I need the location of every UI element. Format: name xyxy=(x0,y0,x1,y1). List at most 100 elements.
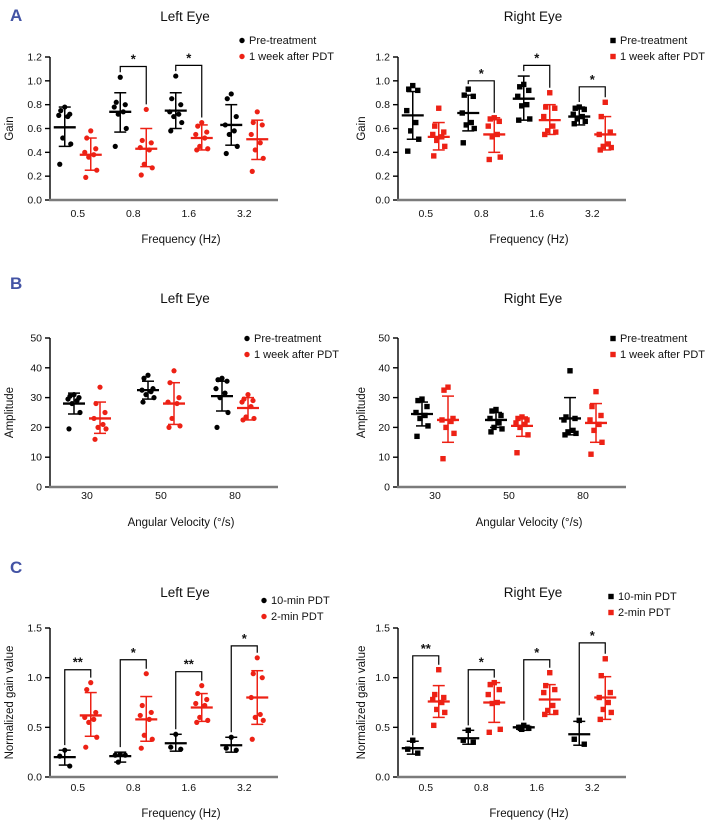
data-point xyxy=(543,682,549,689)
y-tick-label: 0.0 xyxy=(375,772,390,784)
y-tick-label: 10 xyxy=(378,452,390,464)
data-point xyxy=(224,96,230,102)
data-point xyxy=(496,118,502,125)
data-point xyxy=(259,675,265,681)
panel-a-right-eye-chart: Right Eye 0.0 0.2 0.4 0.6 0.8 1.0 1.2 Gain 0.5 0.8… xyxy=(356,9,705,246)
error-bar xyxy=(220,103,243,146)
data-point xyxy=(451,430,457,437)
data-point xyxy=(204,696,210,703)
data-point xyxy=(598,412,604,419)
data-point xyxy=(257,711,263,718)
data-point xyxy=(92,436,98,442)
data-point xyxy=(460,737,466,743)
error-bar xyxy=(246,119,269,161)
x-tick-label: 50 xyxy=(503,490,515,502)
data-point xyxy=(145,372,151,378)
significance-bracket xyxy=(230,645,258,733)
data-point xyxy=(139,702,145,709)
error-bar xyxy=(512,724,535,732)
panel-b-left-eye-chart: Left Eye 0 10 20 30 40 50 Amplitude 30 50 80 Angula… xyxy=(4,291,339,529)
data-point xyxy=(408,128,414,134)
data-point xyxy=(550,123,556,129)
data-point xyxy=(168,128,174,134)
error-bar xyxy=(585,402,607,444)
data-point xyxy=(561,417,567,423)
significance-label: * xyxy=(242,631,248,646)
panel-b-right-eye-chart: Right Eye 0 10 20 30 40 50 Amplitude 30 50 80 Angul… xyxy=(356,291,705,529)
data-point xyxy=(430,696,436,703)
significance-label: * xyxy=(534,50,540,65)
significance-bracket xyxy=(119,65,147,105)
data-point xyxy=(257,140,263,146)
y-tick-label: 0.0 xyxy=(375,195,390,207)
error-bar xyxy=(79,691,102,738)
error-bar xyxy=(79,137,102,171)
y-tick-label: 0.2 xyxy=(375,171,390,183)
data-point xyxy=(94,734,100,740)
data-point xyxy=(138,172,144,178)
circle-marker-icon xyxy=(261,597,267,604)
data-point xyxy=(440,455,446,462)
error-bar xyxy=(437,395,459,444)
data-point xyxy=(117,74,123,80)
data-point xyxy=(112,143,118,149)
error-bar xyxy=(538,683,561,716)
significance-label: ** xyxy=(184,657,195,672)
data-point xyxy=(102,409,108,416)
error-bar xyxy=(411,401,433,427)
data-point xyxy=(517,84,523,90)
data-point xyxy=(527,116,533,122)
data-point xyxy=(436,105,442,111)
y-tick-label: 0.8 xyxy=(27,99,42,111)
data-point xyxy=(545,128,551,134)
error-bar xyxy=(485,411,507,429)
error-bar xyxy=(164,92,187,130)
chart-title: Right Eye xyxy=(504,291,563,306)
data-point xyxy=(249,736,255,742)
significance-bracket xyxy=(467,669,495,726)
x-tick-label: 30 xyxy=(429,490,441,502)
data-point xyxy=(67,763,73,769)
data-point xyxy=(596,421,602,428)
significance-bracket xyxy=(175,64,203,118)
chart-title: Left Eye xyxy=(160,291,210,306)
data-point xyxy=(489,408,495,414)
data-point xyxy=(552,105,558,111)
data-point xyxy=(582,118,588,125)
error-bar xyxy=(190,124,213,151)
data-point xyxy=(430,131,436,138)
panel-c-right-eye-chart: Right Eye 0.0 0.5 1.0 1.5 Normalized gain val… xyxy=(356,585,677,820)
data-point xyxy=(113,99,119,105)
data-point xyxy=(434,706,440,713)
y-tick-label: 0.4 xyxy=(375,147,390,159)
significance-label: * xyxy=(534,645,540,660)
data-point xyxy=(485,123,491,129)
data-point xyxy=(499,426,505,432)
data-point xyxy=(470,93,476,100)
data-point xyxy=(589,403,595,410)
data-point xyxy=(517,424,523,431)
data-point xyxy=(588,451,594,457)
x-tick-label: 50 xyxy=(155,490,167,502)
data-point xyxy=(515,415,521,422)
error-bar xyxy=(594,115,617,151)
data-point xyxy=(486,729,492,735)
chart-title: Left Eye xyxy=(160,9,210,24)
data-point xyxy=(576,717,582,724)
x-tick-label: 1.6 xyxy=(181,208,196,220)
legend-item: 1 week after PDT xyxy=(620,349,705,361)
data-point xyxy=(485,691,491,698)
data-point xyxy=(74,397,80,404)
data-point xyxy=(260,717,266,723)
legend-item: Pre-treatment xyxy=(254,333,321,345)
x-axis-label: Frequency (Hz) xyxy=(141,234,220,246)
data-point xyxy=(415,397,421,404)
error-bar xyxy=(137,380,159,400)
data-point xyxy=(605,141,611,147)
significance-label: ** xyxy=(73,655,84,670)
data-point xyxy=(222,390,228,396)
data-point xyxy=(231,128,237,134)
data-point xyxy=(496,686,502,693)
x-tick-label: 0.5 xyxy=(70,208,85,220)
data-point xyxy=(248,131,254,138)
